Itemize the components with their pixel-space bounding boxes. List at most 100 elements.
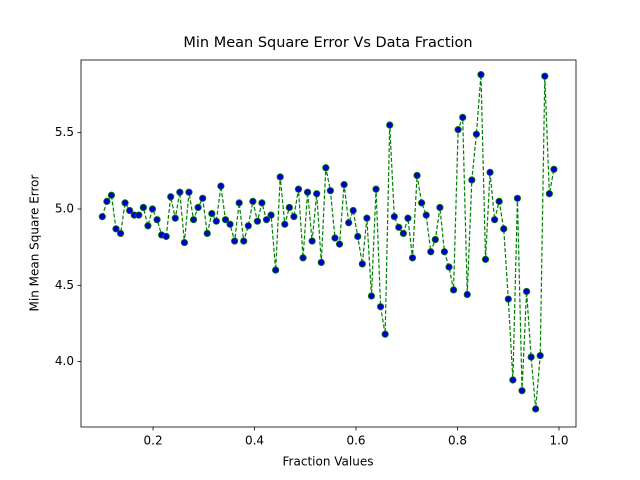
point [418, 199, 426, 207]
point [135, 211, 143, 219]
point [404, 214, 412, 222]
y-tick-label: 4.0 [55, 354, 74, 368]
point [121, 199, 129, 207]
x-tick-label: 0.6 [346, 434, 365, 448]
point [491, 216, 499, 224]
point [308, 237, 316, 245]
point [281, 220, 289, 228]
point [395, 223, 403, 231]
point [103, 197, 111, 205]
point [427, 248, 435, 256]
point [230, 237, 239, 245]
point [372, 185, 380, 193]
point [486, 168, 494, 176]
chart-title: Min Mean Square Error Vs Data Fraction [183, 35, 472, 51]
point [126, 206, 134, 215]
line [101, 74, 555, 410]
point [258, 199, 266, 207]
point [513, 194, 522, 202]
point [226, 220, 234, 228]
point [440, 248, 449, 256]
point [408, 254, 417, 262]
point [532, 405, 540, 413]
point [144, 222, 152, 230]
point [290, 213, 298, 221]
point [98, 213, 106, 221]
point [522, 287, 531, 296]
point [504, 295, 512, 303]
point [518, 387, 526, 395]
y-tick-label: 5.0 [55, 201, 74, 215]
point [363, 214, 371, 222]
point [340, 180, 348, 189]
point [527, 353, 535, 361]
point [349, 206, 357, 215]
point [313, 190, 321, 198]
point [390, 213, 398, 221]
point [317, 258, 325, 267]
y-axis-label: Min Mean Square Error [28, 174, 42, 311]
point [176, 188, 184, 196]
point [240, 237, 248, 245]
plot-frame [80, 59, 577, 428]
y-tick-label: 5.5 [55, 125, 74, 139]
point [185, 188, 193, 196]
point [413, 171, 421, 180]
point [285, 203, 293, 212]
point [358, 260, 366, 268]
point [180, 238, 189, 247]
point [162, 232, 170, 241]
point [112, 225, 120, 233]
point [194, 203, 202, 212]
point [294, 185, 303, 193]
point [463, 290, 471, 299]
point [276, 173, 284, 181]
point [262, 216, 271, 224]
point [116, 229, 125, 238]
point [189, 216, 198, 224]
point [345, 219, 353, 227]
point [545, 190, 553, 198]
point [436, 203, 444, 212]
point [212, 217, 220, 225]
point [139, 203, 147, 212]
point [445, 263, 453, 271]
point [167, 193, 175, 201]
point [376, 303, 385, 311]
point [208, 209, 216, 218]
x-axis-label: Fraction Values [283, 455, 374, 469]
point [221, 216, 230, 224]
point [299, 254, 307, 262]
point [249, 197, 257, 205]
point [331, 234, 339, 242]
y-tick-label: 4.5 [55, 278, 74, 292]
point [541, 72, 549, 80]
point [386, 121, 394, 129]
point [107, 191, 116, 199]
point [495, 197, 503, 205]
point [217, 182, 225, 190]
point [272, 266, 280, 274]
x-tick-label: 0.2 [144, 434, 163, 448]
point [326, 187, 335, 195]
point [267, 211, 275, 219]
point [171, 214, 179, 222]
point [354, 232, 362, 241]
point [148, 205, 157, 213]
point [422, 211, 430, 219]
point [235, 199, 243, 207]
point [322, 164, 330, 172]
point [367, 292, 376, 300]
point [449, 286, 458, 294]
point [454, 126, 462, 134]
point [399, 229, 407, 238]
point [550, 165, 558, 173]
point [303, 188, 312, 196]
point [381, 330, 389, 338]
point [199, 194, 207, 202]
point [509, 376, 517, 384]
point [431, 235, 439, 244]
point [244, 222, 252, 230]
